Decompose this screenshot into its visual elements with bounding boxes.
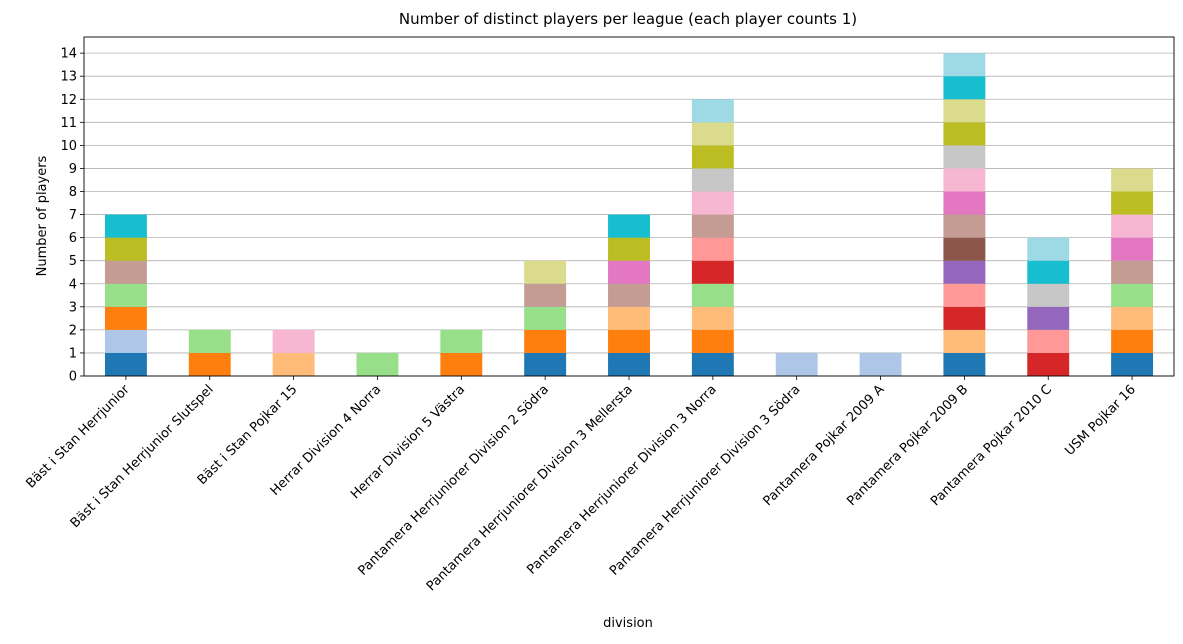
bar-segment xyxy=(1111,352,1154,376)
bar-segment xyxy=(943,53,986,77)
y-tick-label: 1 xyxy=(69,346,77,361)
x-tick-label: Bäst i Stan Herrjunior Slutspel xyxy=(68,382,217,531)
y-tick-label: 10 xyxy=(60,139,77,154)
bar-segment xyxy=(943,329,986,353)
bar-segment xyxy=(524,329,567,353)
bar-segment xyxy=(440,329,483,353)
bar-segment xyxy=(1111,191,1154,215)
bar-segment xyxy=(943,122,986,146)
bars xyxy=(104,53,1154,376)
bar-segment xyxy=(356,352,399,376)
bar-segment xyxy=(691,145,734,169)
y-tick-label: 14 xyxy=(60,47,77,62)
bar-segment xyxy=(691,191,734,215)
chart-title: Number of distinct players per league (e… xyxy=(399,10,857,28)
bar-segment xyxy=(104,352,147,376)
bar-segment xyxy=(440,352,483,376)
x-tick-label: Pantamera Herrjuniorer Division 3 Södra xyxy=(607,382,803,578)
bar-segment xyxy=(104,306,147,330)
bar-segment xyxy=(691,283,734,307)
y-tick-label: 2 xyxy=(69,323,77,338)
bar-segment xyxy=(943,237,986,261)
y-axis-label: Number of players xyxy=(35,155,50,276)
bar-segment xyxy=(608,260,650,284)
bar-segment xyxy=(524,352,567,376)
y-tick-label: 12 xyxy=(60,93,77,108)
y-tick-label: 3 xyxy=(69,300,77,315)
bar-segment xyxy=(1111,306,1154,330)
bar-segment xyxy=(1111,168,1154,192)
bar-segment xyxy=(691,122,734,146)
bar-segment xyxy=(608,352,650,376)
bar-segment xyxy=(608,283,650,307)
y-tick-label: 9 xyxy=(69,162,77,177)
bar-segment xyxy=(859,352,902,376)
axes xyxy=(80,36,1175,380)
x-tick-label: USM Pojkar 16 xyxy=(1062,382,1139,459)
bar-segment xyxy=(104,214,147,238)
bar-segment xyxy=(691,237,734,261)
bar-segment xyxy=(943,99,986,123)
bar-segment xyxy=(1027,329,1070,353)
bar-segment xyxy=(272,329,315,353)
bar-segment xyxy=(691,99,734,123)
y-tick-label: 6 xyxy=(69,231,77,246)
bar-segment xyxy=(775,352,818,376)
bar-segment xyxy=(1111,214,1154,238)
bar-segment xyxy=(524,260,567,284)
y-tick-label: 13 xyxy=(60,70,77,85)
bar-segment xyxy=(1111,329,1154,353)
bar-segment xyxy=(104,329,147,353)
y-tick-label: 0 xyxy=(69,370,77,385)
y-tick-label: 5 xyxy=(69,254,77,269)
bar-segment xyxy=(188,352,231,376)
y-tick-label: 7 xyxy=(69,208,77,223)
bar-segment xyxy=(524,306,567,330)
bar-segment xyxy=(691,329,734,353)
bar-segment xyxy=(608,306,650,330)
bar-segment xyxy=(943,352,986,376)
bar-segment xyxy=(1027,283,1070,307)
bar-segment xyxy=(188,329,231,353)
bar-segment xyxy=(1027,306,1070,330)
bar-segment xyxy=(943,260,986,284)
y-tick-label: 8 xyxy=(69,185,77,200)
bar-segment xyxy=(691,306,734,330)
bar-segment xyxy=(104,260,147,284)
bar-segment xyxy=(1111,237,1154,261)
x-axis-label: division xyxy=(603,616,653,631)
x-tick-label: Pantamera Herrjuniorer Division 3 Norra xyxy=(524,382,719,577)
bar-segment xyxy=(524,283,567,307)
y-tick-label: 4 xyxy=(69,277,77,292)
bar-segment xyxy=(608,237,650,261)
bar-segment xyxy=(943,76,986,100)
bar-segment xyxy=(943,168,986,192)
bar-segment xyxy=(272,352,315,376)
bar-segment xyxy=(943,306,986,330)
plot-frame xyxy=(83,36,1175,377)
bar-segment xyxy=(1111,260,1154,284)
bar-segment xyxy=(608,329,650,353)
y-tick-label: 11 xyxy=(60,116,77,131)
bar-segment xyxy=(1027,260,1070,284)
bar-segment xyxy=(691,260,734,284)
bar-segment xyxy=(1111,283,1154,307)
bar-segment xyxy=(104,283,147,307)
bar-segment xyxy=(943,191,986,215)
bar-segment xyxy=(1027,352,1070,376)
x-tick-label: Pantamera Herrjuniorer Division 2 Södra xyxy=(355,382,551,578)
bar-segment xyxy=(943,145,986,169)
bar-segment xyxy=(943,214,986,238)
bar-segment xyxy=(691,352,734,376)
bar-segment xyxy=(608,214,650,238)
bar-segment xyxy=(691,214,734,238)
bar-segment xyxy=(691,168,734,192)
bar-segment xyxy=(1027,237,1070,261)
bar-segment xyxy=(943,283,986,307)
bar-segment xyxy=(104,237,147,261)
